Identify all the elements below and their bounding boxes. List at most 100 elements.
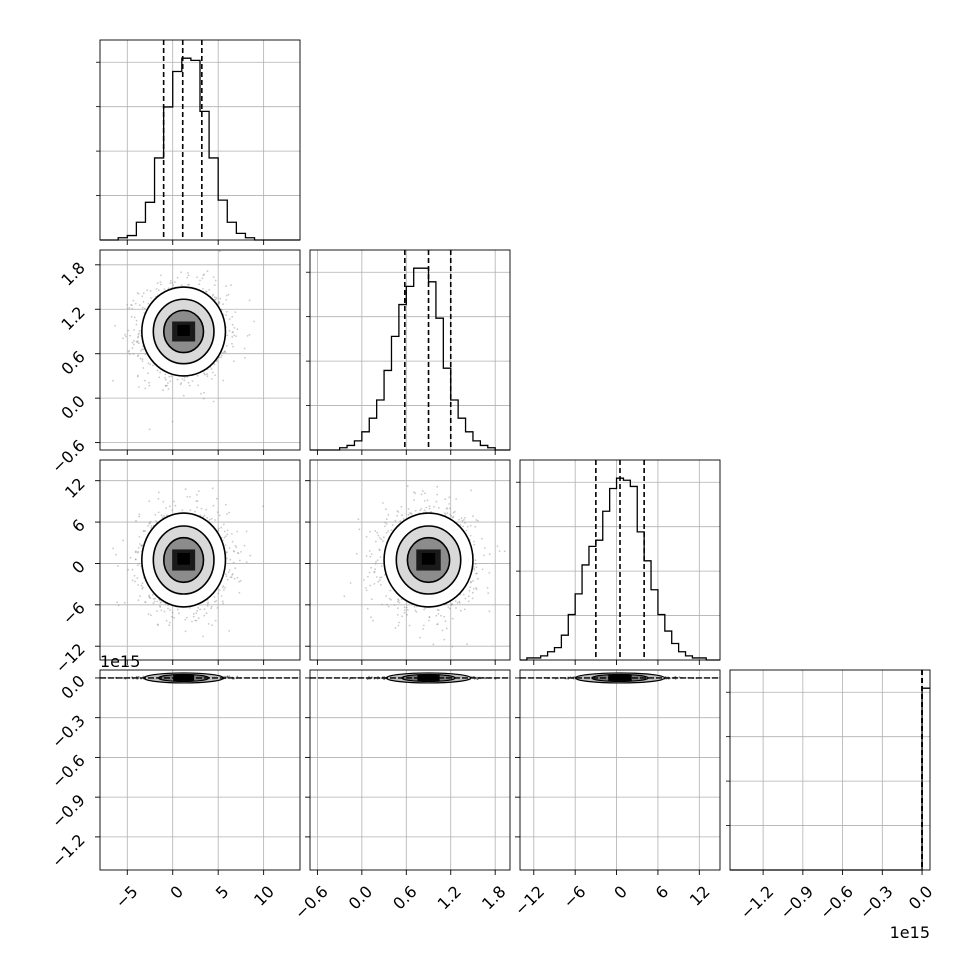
sample-point — [144, 353, 147, 356]
sample-point — [167, 607, 169, 610]
sample-point — [138, 304, 141, 307]
sample-point — [171, 420, 174, 423]
sample-point — [218, 301, 221, 303]
sample-point — [213, 596, 216, 598]
sample-point — [455, 607, 457, 609]
sample-point — [211, 517, 213, 520]
sample-point — [139, 543, 141, 545]
sample-point — [157, 511, 160, 514]
sample-point — [400, 505, 403, 508]
sample-point — [128, 307, 131, 309]
sample-point — [142, 348, 145, 351]
sample-point — [169, 621, 171, 624]
sample-point — [248, 333, 251, 336]
sample-point — [236, 328, 239, 331]
sample-point — [463, 608, 466, 611]
sample-point — [186, 276, 189, 279]
sample-point — [231, 323, 234, 326]
sample-point — [140, 545, 143, 547]
sample-point — [144, 379, 146, 382]
sample-point — [402, 518, 405, 520]
sample-point — [171, 615, 173, 618]
sample-point — [162, 500, 165, 503]
sample-point — [437, 613, 440, 615]
sample-point — [155, 520, 157, 522]
sample-point — [205, 290, 207, 293]
sample-point — [214, 279, 217, 282]
sample-point — [203, 372, 206, 375]
sample-point — [205, 508, 208, 511]
sample-point — [476, 572, 478, 575]
sample-point — [462, 525, 464, 528]
sample-point — [225, 299, 228, 301]
sample-point — [226, 529, 229, 532]
scatter-panel — [99, 459, 301, 661]
sample-point — [141, 348, 144, 351]
sample-point — [424, 492, 426, 495]
sample-point — [230, 284, 232, 287]
sample-point — [180, 284, 183, 287]
sample-point — [217, 592, 220, 595]
sample-point — [183, 376, 186, 379]
sample-point — [226, 578, 229, 581]
sample-point — [366, 607, 369, 610]
sample-point — [131, 304, 133, 306]
sample-point — [136, 551, 139, 554]
sample-point — [223, 589, 225, 591]
sample-point — [173, 616, 176, 619]
sample-point — [142, 586, 144, 589]
sample-point — [210, 605, 213, 608]
sample-point — [374, 530, 377, 532]
sample-point — [144, 530, 147, 532]
sample-point — [174, 281, 176, 284]
sample-point — [225, 551, 228, 554]
sample-point — [137, 550, 140, 553]
sample-point — [377, 534, 380, 537]
sample-point — [184, 618, 187, 621]
sample-point — [148, 381, 150, 384]
sample-point — [122, 677, 124, 679]
sample-point — [369, 555, 372, 558]
sample-point — [398, 621, 400, 624]
sample-point — [222, 585, 225, 587]
sample-point — [179, 383, 182, 386]
sample-point — [112, 379, 114, 382]
sample-point — [376, 559, 379, 562]
sample-point — [212, 504, 215, 507]
sample-point — [142, 530, 145, 533]
sample-point — [365, 535, 368, 538]
sample-point — [202, 288, 204, 290]
sample-point — [187, 272, 189, 274]
sample-point — [230, 576, 233, 579]
sample-point — [225, 310, 228, 313]
sample-point — [370, 553, 373, 555]
sample-point — [147, 362, 150, 365]
histogram-step — [520, 477, 720, 661]
sample-point — [466, 643, 468, 646]
sample-point — [133, 574, 136, 577]
sample-point — [137, 584, 140, 586]
sample-point — [488, 572, 491, 574]
sample-point — [221, 600, 224, 603]
sample-point — [433, 506, 435, 508]
sample-point — [159, 602, 162, 604]
sample-point — [180, 271, 182, 274]
sample-point — [435, 500, 438, 503]
sample-point — [228, 630, 231, 632]
sample-point — [126, 304, 129, 306]
sample-point — [219, 250, 221, 253]
sample-point — [232, 345, 234, 348]
sample-point — [167, 287, 170, 290]
sample-point — [428, 505, 431, 508]
sample-point — [157, 624, 159, 627]
sample-point — [385, 595, 388, 597]
sample-point — [467, 595, 470, 598]
sample-point — [428, 616, 431, 618]
sample-point — [206, 602, 209, 605]
sample-point — [216, 511, 219, 514]
sample-point — [134, 558, 137, 561]
sample-point — [365, 587, 367, 589]
sample-point — [188, 283, 190, 286]
sample-point — [467, 600, 470, 603]
sample-point — [200, 392, 202, 395]
